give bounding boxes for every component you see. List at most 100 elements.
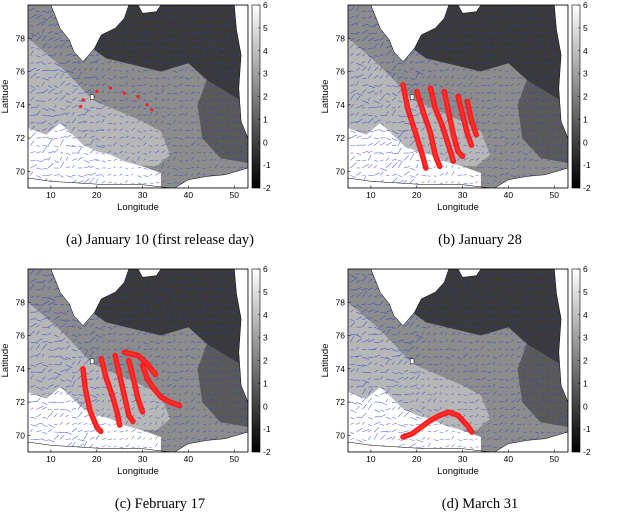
cold-water-region (60, 5, 248, 147)
y-tick-label: 74 (16, 364, 26, 374)
bear-island-land (90, 358, 95, 365)
colorbar-tick-label: -1 (263, 424, 271, 434)
east-water-region (517, 343, 568, 427)
particle (145, 103, 149, 107)
particle-track-core (429, 87, 455, 163)
novaya-zemlya-land (554, 5, 568, 139)
particle-track-core (457, 95, 473, 148)
x-tick-label: 30 (458, 454, 468, 464)
north-east-land (457, 5, 482, 14)
colorbar-tick-label: 2 (583, 92, 588, 102)
colorbar-tick-label: 4 (263, 310, 268, 320)
x-tick-label: 20 (412, 190, 422, 200)
x-tick-label: 20 (92, 454, 102, 464)
colorbar-tick-label: 3 (263, 333, 268, 343)
coastal-warm-water (348, 123, 481, 188)
colorbar-tick-label: 4 (583, 46, 588, 56)
coastal-warm-water (348, 387, 481, 452)
caption-c: (c) February 17 (114, 496, 206, 512)
particle-track-core (443, 90, 464, 158)
colorbar-tick-label: 5 (583, 287, 588, 297)
particle-track-core (82, 367, 103, 433)
particle (79, 104, 83, 109)
plot-frame (347, 268, 569, 453)
coastal-warm-water (28, 123, 161, 188)
land-mask (28, 5, 248, 188)
colorbar-tick-label: 5 (263, 23, 268, 33)
colorbar-tick-label: 2 (583, 356, 588, 366)
north-east-land (137, 5, 162, 14)
x-tick-label: 20 (92, 190, 102, 200)
map-area (348, 269, 568, 452)
particle-track-core (114, 354, 135, 424)
y-tick-label: 74 (336, 364, 346, 374)
x-axis-label: Longitude (117, 202, 159, 213)
land-mask (348, 269, 568, 452)
x-tick-label: 10 (46, 190, 56, 200)
svalbard-land (50, 269, 130, 326)
x-tick-label: 40 (504, 190, 514, 200)
y-tick-label: 74 (16, 100, 26, 110)
particle-cloud (80, 349, 183, 435)
caption-a: (a) January 10 (first release day) (65, 232, 254, 248)
plot-frame (27, 268, 249, 453)
colorbar-tick-label: -2 (583, 183, 591, 193)
y-tick-label: 78 (336, 297, 346, 307)
plot-frame (347, 4, 569, 189)
svalbard-land (370, 269, 450, 326)
colorbar-tick-label: 6 (583, 0, 588, 10)
map-plot-c: 10 20 30 40 507072747678LongitudeLatitude-2-… (0, 264, 271, 477)
y-tick-label: 78 (16, 33, 26, 43)
colorbar-tick-label: 1 (263, 114, 268, 124)
y-tick-label: 76 (336, 67, 346, 77)
x-tick-label: 40 (184, 454, 194, 464)
east-water-region (517, 79, 568, 163)
x-tick-label: 50 (230, 190, 240, 200)
norway-coast-land (28, 177, 171, 188)
particle-track-core (402, 411, 473, 438)
bear-island-land (90, 94, 95, 101)
colorbar-tick-label: 2 (263, 356, 268, 366)
y-tick-label: 76 (16, 331, 26, 341)
colorbar-tick-label: 6 (583, 264, 588, 274)
y-axis-label: Latitude (0, 80, 11, 114)
y-tick-label: 70 (336, 166, 346, 176)
x-tick-label: 40 (504, 454, 514, 464)
y-tick-label: 72 (336, 133, 346, 143)
particle-track-core (415, 90, 441, 168)
y-tick-label: 70 (336, 430, 346, 440)
norway-coast-land (348, 441, 491, 452)
kola-coast-land (494, 167, 568, 188)
norway-coast-land (28, 441, 171, 452)
x-tick-label: 10 (366, 454, 376, 464)
novaya-zemlya-land (234, 269, 248, 403)
colorbar-tick-label: 6 (263, 0, 268, 10)
caption-d: (d) March 31 (441, 496, 519, 512)
particle-track-core (466, 100, 478, 136)
panel-b: 10 20 30 40 50 70 72 74 76 78 Longitude Latitude -2-… (320, 0, 640, 264)
y-tick-label: 72 (16, 397, 26, 407)
particle-cloud (79, 86, 154, 112)
bear-island-land (410, 358, 415, 365)
colorbar-tick-label: 3 (583, 69, 588, 79)
x-tick-label: 40 (184, 190, 194, 200)
novaya-zemlya-land (234, 5, 248, 139)
particle-track-core (141, 364, 181, 407)
panel-a: 10 20 30 40 50 70 72 74 76 78 Longitude Latitude -2-… (0, 0, 320, 264)
y-tick-label: 72 (336, 397, 346, 407)
north-east-land (457, 269, 482, 278)
particle (150, 108, 154, 112)
x-tick-label: 30 (138, 190, 148, 200)
y-tick-label: 76 (336, 331, 346, 341)
map-plot-d: 10 20 30 40 507072747678LongitudeLatitude-2-… (320, 264, 591, 477)
particle-cloud (400, 409, 475, 440)
land-mask (348, 5, 568, 188)
y-tick-label: 70 (16, 430, 26, 440)
colorbar-tick-label: 1 (583, 114, 588, 124)
colorbar-tick-label: 0 (583, 401, 588, 411)
land-mask (28, 269, 248, 452)
colorbar-tick-label: -1 (263, 160, 271, 170)
map-area (28, 5, 248, 188)
particle (108, 86, 113, 90)
colorbar-tick-label: 2 (263, 92, 268, 102)
